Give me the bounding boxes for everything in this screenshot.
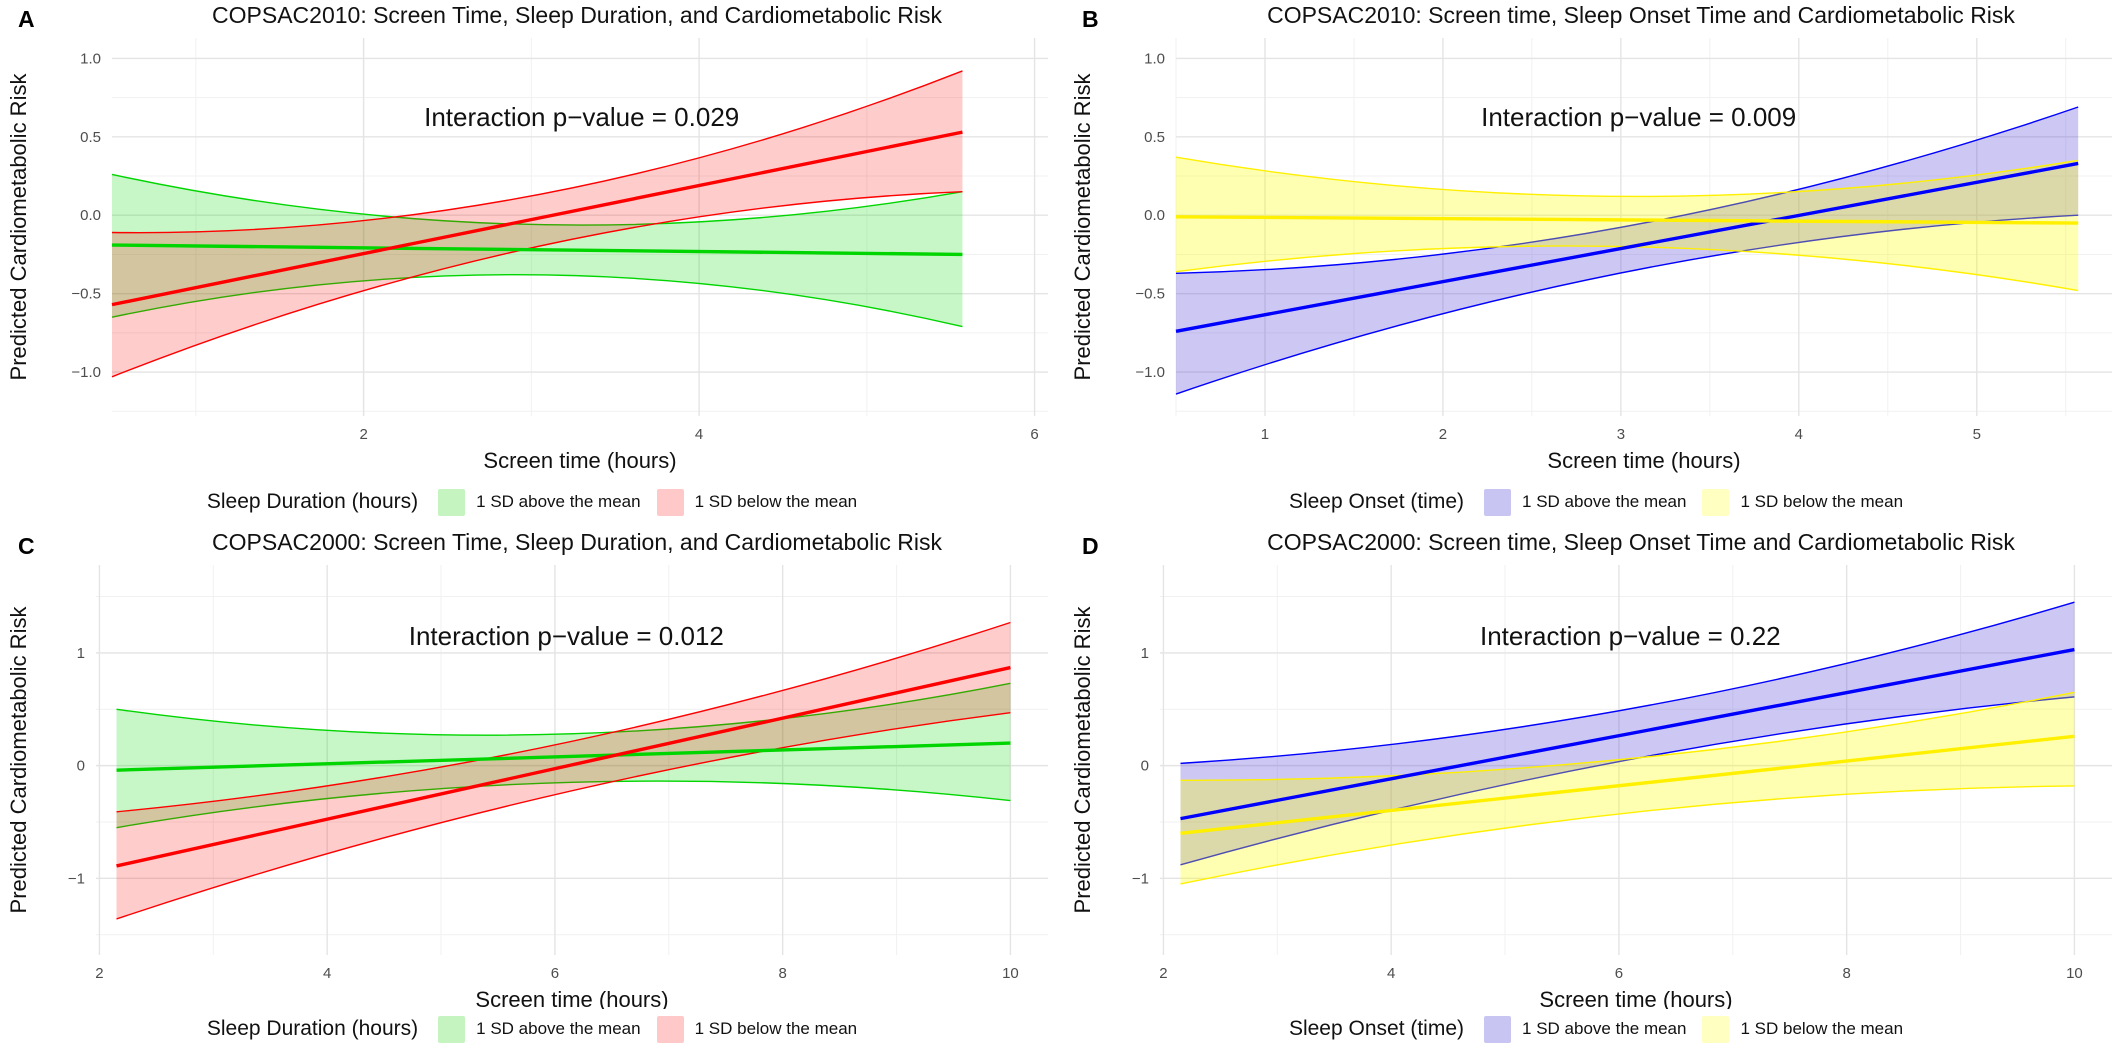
svg-text:0.0: 0.0: [1144, 207, 1165, 224]
legend-item-above: 1 SD above the mean: [1484, 1015, 1687, 1043]
plot-area-b: Interaction p−value = 0.009 1 2 3 4 5 1.0 0.5 0.…: [1070, 38, 2112, 473]
svg-text:−1: −1: [68, 870, 85, 887]
panel-label-c: C: [18, 533, 35, 559]
legend-item-above: 1 SD above the mean: [1484, 488, 1687, 516]
svg-text:2: 2: [95, 965, 103, 982]
legend-label-above: 1 SD above the mean: [1522, 1019, 1687, 1038]
svg-text:4: 4: [695, 426, 703, 443]
svg-text:1: 1: [77, 645, 85, 662]
panel-a: A COPSAC2010: Screen Time, Sleep Duratio…: [0, 0, 1064, 527]
legend-label-below: 1 SD below the mean: [694, 1019, 858, 1038]
svg-text:−0.5: −0.5: [71, 286, 101, 303]
legend-swatch-below: [1702, 1015, 1730, 1043]
svg-text:Interaction p−value = 0.009: Interaction p−value = 0.009: [1481, 102, 1796, 132]
svg-text:Interaction p−value = 0.029: Interaction p−value = 0.029: [424, 102, 739, 132]
panel-b: B COPSAC2010: Screen time, Sleep Onset T…: [1064, 0, 2128, 527]
legend-d: Sleep Onset (time) 1 SD above the mean 1…: [1064, 1006, 2128, 1052]
svg-text:Predicted Cardiometabolic Risk: Predicted Cardiometabolic Risk: [6, 606, 31, 914]
legend-item-below: 1 SD below the mean: [1702, 1015, 1904, 1043]
panel-c: C COPSAC2000: Screen Time, Sleep Duratio…: [0, 527, 1064, 1054]
svg-text:1.0: 1.0: [1144, 50, 1165, 67]
legend-title: Sleep Duration (hours): [206, 1017, 419, 1040]
svg-text:0.0: 0.0: [80, 207, 101, 224]
legend-title: Sleep Onset (time): [1288, 490, 1465, 513]
svg-text:Predicted Cardiometabolic Risk: Predicted Cardiometabolic Risk: [1070, 606, 1095, 914]
svg-text:10: 10: [2066, 965, 2083, 982]
legend-item-below: 1 SD below the mean: [656, 488, 858, 516]
legend-b: Sleep Onset (time) 1 SD above the mean 1…: [1064, 479, 2128, 525]
legend-title: Sleep Onset (time): [1288, 1017, 1465, 1040]
panel-label-a: A: [18, 6, 35, 32]
svg-text:8: 8: [1842, 965, 1850, 982]
panel-label-b: B: [1082, 6, 1099, 32]
svg-text:Interaction p−value = 0.012: Interaction p−value = 0.012: [409, 621, 724, 651]
legend-swatch-above: [438, 1015, 466, 1043]
svg-text:4: 4: [1795, 426, 1803, 443]
legend-swatch-above: [1484, 488, 1512, 516]
svg-text:6: 6: [1030, 426, 1038, 443]
legend-swatch-above: [438, 488, 466, 516]
svg-text:1: 1: [1261, 426, 1269, 443]
legend-item-below: 1 SD below the mean: [1702, 488, 1904, 516]
svg-text:2: 2: [1439, 426, 1447, 443]
svg-text:4: 4: [1387, 965, 1395, 982]
legend-a: Sleep Duration (hours) 1 SD above the me…: [0, 479, 1064, 525]
svg-text:2: 2: [1159, 965, 1167, 982]
legend-swatch-below: [656, 488, 684, 516]
panel-title-b: COPSAC2010: Screen time, Sleep Onset Tim…: [1267, 2, 2015, 28]
legend-swatch-below: [656, 1015, 684, 1043]
svg-text:2: 2: [359, 426, 367, 443]
plot-area-d: Interaction p−value = 0.222 4 6 8 1010−1Scre…: [1070, 565, 2112, 1009]
legend-swatch-above: [1484, 1015, 1512, 1043]
svg-text:3: 3: [1617, 426, 1625, 443]
legend-c: Sleep Duration (hours) 1 SD above the me…: [0, 1006, 1064, 1052]
plot-area-a: Interaction p−value = 0.029 2 4 6 1.0 0.5 0.0 −…: [6, 38, 1048, 473]
svg-text:1.0: 1.0: [80, 50, 101, 67]
svg-text:0.5: 0.5: [1144, 129, 1165, 146]
svg-text:4: 4: [323, 965, 331, 982]
panel-title-c: COPSAC2000: Screen Time, Sleep Duration,…: [212, 529, 942, 555]
svg-text:−1.0: −1.0: [71, 364, 101, 381]
svg-text:Interaction p−value = 0.22: Interaction p−value = 0.22: [1480, 621, 1781, 651]
legend-item-below: 1 SD below the mean: [656, 1015, 858, 1043]
panel-label-d: D: [1082, 533, 1099, 559]
panel-d: D COPSAC2000: Screen time, Sleep Onset T…: [1064, 527, 2128, 1054]
legend-label-below: 1 SD below the mean: [1740, 492, 1904, 511]
legend-label-above: 1 SD above the mean: [476, 492, 641, 511]
svg-text:−0.5: −0.5: [1135, 286, 1165, 303]
panel-title-d: COPSAC2000: Screen time, Sleep Onset Tim…: [1267, 529, 2015, 555]
legend-label-below: 1 SD below the mean: [1740, 1019, 1904, 1038]
legend-swatch-below: [1702, 488, 1730, 516]
legend-label-above: 1 SD above the mean: [476, 1019, 641, 1038]
svg-text:5: 5: [1973, 426, 1981, 443]
svg-text:Screen time (hours): Screen time (hours): [1539, 987, 1732, 1009]
legend-label-above: 1 SD above the mean: [1522, 492, 1687, 511]
panel-title-a: COPSAC2010: Screen Time, Sleep Duration,…: [212, 2, 942, 28]
svg-text:Screen time (hours): Screen time (hours): [1547, 448, 1740, 473]
legend-item-above: 1 SD above the mean: [438, 488, 641, 516]
svg-text:0: 0: [77, 758, 85, 775]
svg-text:Predicted Cardiometabolic Risk: Predicted Cardiometabolic Risk: [1070, 73, 1095, 381]
svg-text:0: 0: [1141, 758, 1149, 775]
svg-text:8: 8: [778, 965, 786, 982]
svg-text:Screen time (hours): Screen time (hours): [483, 448, 676, 473]
legend-title: Sleep Duration (hours): [206, 490, 419, 513]
svg-text:6: 6: [1615, 965, 1623, 982]
svg-text:1: 1: [1141, 645, 1149, 662]
svg-text:Screen time (hours): Screen time (hours): [475, 987, 668, 1009]
svg-text:0.5: 0.5: [80, 129, 101, 146]
svg-text:−1.0: −1.0: [1135, 364, 1165, 381]
svg-text:6: 6: [551, 965, 559, 982]
svg-text:−1: −1: [1132, 870, 1149, 887]
svg-text:10: 10: [1002, 965, 1019, 982]
legend-label-below: 1 SD below the mean: [694, 492, 858, 511]
legend-item-above: 1 SD above the mean: [438, 1015, 641, 1043]
svg-text:Predicted Cardiometabolic Risk: Predicted Cardiometabolic Risk: [6, 73, 31, 381]
